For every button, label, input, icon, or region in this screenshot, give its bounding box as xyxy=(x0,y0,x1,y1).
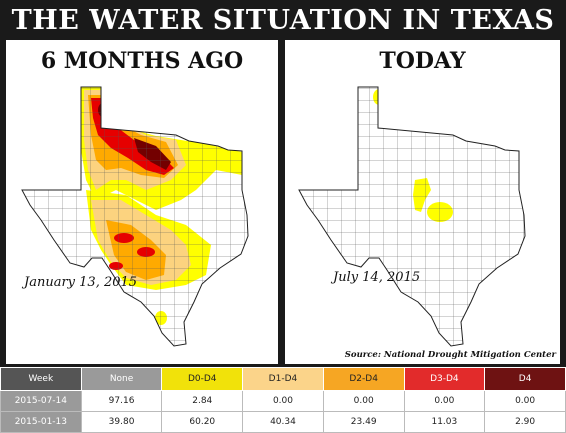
value-cell: 0.00 xyxy=(242,390,324,412)
value-cell: 23.49 xyxy=(322,411,405,433)
drought-stats-table: Week None D0-D4 D1-D4 D2-D4 D3-D4 D4 201… xyxy=(0,367,566,433)
value-cell: 97.16 xyxy=(80,390,163,412)
value-cell: 11.03 xyxy=(403,411,486,433)
panel-6-months-ago: 6 MONTHS AGO xyxy=(6,40,278,364)
panel-today: TODAY July 14, 2015 Source: National Dro… xyxy=(285,40,560,364)
value-cell: 0.00 xyxy=(322,390,405,412)
value-cell: 39.80 xyxy=(80,411,163,433)
value-cell: 40.34 xyxy=(242,411,324,433)
col-header-d2-d4: D2-D4 xyxy=(322,367,405,391)
map-date-july: July 14, 2015 xyxy=(333,270,421,285)
value-cell: 60.20 xyxy=(161,411,244,433)
value-cell: 2.84 xyxy=(161,390,244,412)
value-cell: 0.00 xyxy=(484,390,566,412)
table-row: 2015-01-13 39.80 60.20 40.34 23.49 11.03… xyxy=(0,411,566,433)
value-cell: 0.00 xyxy=(403,390,486,412)
page-title: THE WATER SITUATION IN TEXAS xyxy=(11,4,555,36)
week-cell: 2015-01-13 xyxy=(0,411,82,433)
col-header-d0-d4: D0-D4 xyxy=(161,367,244,391)
value-cell: 2.90 xyxy=(484,411,566,433)
texas-drought-map-july xyxy=(298,86,526,347)
col-header-d4: D4 xyxy=(484,367,566,391)
table-row: 2015-07-14 97.16 2.84 0.00 0.00 0.00 0.0… xyxy=(0,390,566,412)
col-header-d1-d4: D1-D4 xyxy=(242,367,324,391)
panel-heading-6-months-ago: 6 MONTHS AGO xyxy=(40,48,244,74)
texas-drought-map-january xyxy=(21,86,249,347)
source-credit: Source: National Drought Mitigation Cent… xyxy=(344,350,556,360)
col-header-d3-d4: D3-D4 xyxy=(403,367,486,391)
col-header-none: None xyxy=(80,367,163,391)
table-header-row: Week None D0-D4 D1-D4 D2-D4 D3-D4 D4 xyxy=(0,367,566,391)
panel-heading-today: TODAY xyxy=(379,48,466,74)
map-date-january: January 13, 2015 xyxy=(24,275,138,290)
col-header-week: Week xyxy=(0,367,82,391)
week-cell: 2015-07-14 xyxy=(0,390,82,412)
